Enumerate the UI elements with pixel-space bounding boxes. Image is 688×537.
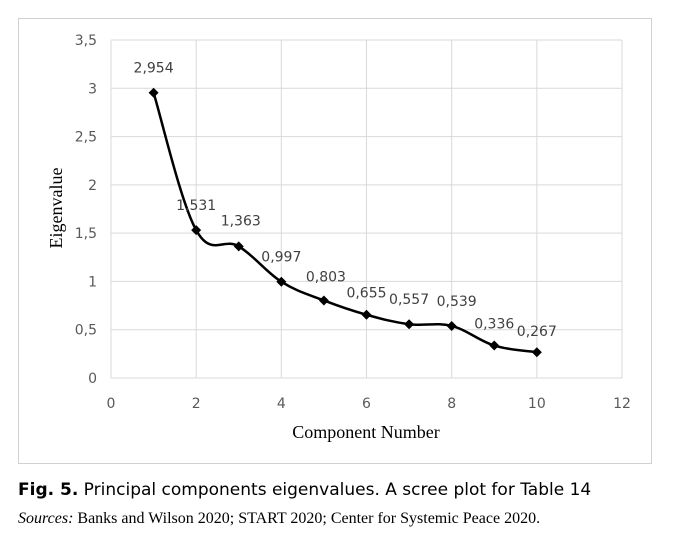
caption-text: Principal components eigenvalues. A scre… — [78, 480, 592, 500]
y-tick-label: 3 — [88, 81, 97, 97]
data-point-marker — [361, 309, 372, 320]
y-tick-label: 3,5 — [75, 33, 97, 49]
data-point-marker — [446, 320, 457, 331]
data-point-marker — [531, 347, 542, 358]
data-point-marker — [489, 340, 500, 351]
y-axis-title: Eigenvalue — [46, 168, 66, 249]
data-label: 1,531 — [176, 198, 216, 214]
y-tick-label: 1 — [88, 274, 97, 290]
x-tick-label: 6 — [362, 396, 371, 412]
x-tick-label: 8 — [447, 396, 456, 412]
gridlines — [110, 39, 623, 379]
series-line — [152, 92, 538, 354]
data-label: 0,803 — [306, 269, 346, 285]
figure-number: Fig. 5. — [18, 480, 79, 500]
x-tick-label: 0 — [107, 396, 116, 412]
series-markers — [148, 87, 542, 358]
x-tick-labels: 0 2 4 6 8 10 12 — [107, 396, 631, 412]
x-tick-label: 4 — [277, 396, 286, 412]
data-label: 0,336 — [474, 317, 514, 333]
figure-caption: Fig. 5. Principal components eigenvalues… — [18, 480, 678, 500]
y-tick-label: 2,5 — [75, 130, 97, 146]
y-tick-label: 0 — [88, 371, 97, 387]
data-label: 2,954 — [134, 61, 174, 77]
data-label: 0,997 — [261, 250, 301, 266]
x-tick-label: 2 — [192, 396, 201, 412]
y-tick-label: 1,5 — [75, 226, 97, 242]
data-label: 1,363 — [221, 213, 261, 229]
sources-text: Banks and Wilson 2020; START 2020; Cente… — [73, 510, 541, 527]
y-tick-labels: 0 0,5 1 1,5 2 2,5 3 3,5 — [75, 33, 97, 387]
sources-label: Sources: — [18, 510, 74, 527]
x-tick-label: 10 — [528, 396, 546, 412]
y-tick-label: 2 — [88, 178, 97, 194]
figure-sources: Sources: Banks and Wilson 2020; START 20… — [18, 510, 678, 528]
data-point-marker — [276, 276, 287, 287]
data-label: 0,557 — [389, 292, 429, 308]
scree-plot: 0 0,5 1 1,5 2 2,5 3 3,5 0 2 4 6 8 10 12 2,954 1,531 1,3… — [46, 33, 631, 442]
data-point-marker — [318, 295, 329, 306]
data-point-marker — [233, 241, 244, 252]
chart-frame — [18, 18, 652, 464]
x-axis-title: Component Number — [292, 422, 439, 442]
x-tick-label: 12 — [613, 396, 631, 412]
data-label: 0,267 — [517, 324, 557, 340]
data-point-marker — [191, 225, 202, 236]
data-point-marker — [404, 319, 415, 330]
y-tick-label: 0,5 — [75, 323, 97, 339]
data-label: 0,655 — [346, 286, 386, 302]
data-point-marker — [148, 87, 159, 98]
data-label: 0,539 — [437, 294, 477, 310]
